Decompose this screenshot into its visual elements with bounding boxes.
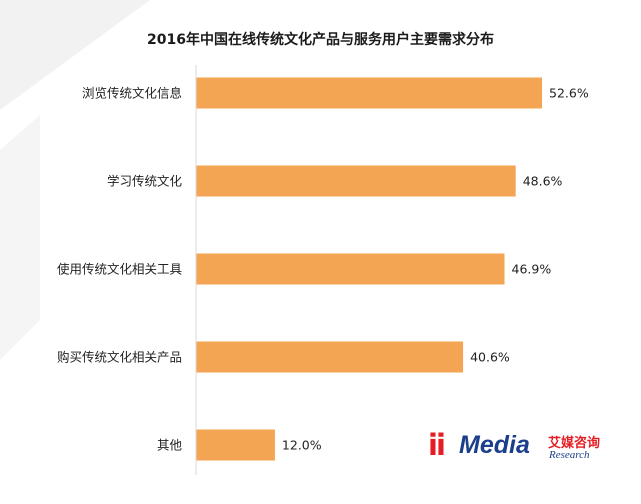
value-label: 52.6% (549, 86, 589, 101)
category-label: 使用传统文化相关工具 (57, 262, 183, 277)
logo-chinese-name: 艾媒咨询 (548, 436, 601, 451)
chart-title: 2016年中国在线传统文化产品与服务用户主要需求分布 (147, 32, 494, 48)
imedia-logo: ii Media 艾媒咨询 Research (420, 428, 620, 468)
logo-brand: Media (459, 431, 530, 459)
logo-english-name: Research (549, 449, 590, 461)
bar (196, 429, 275, 461)
category-label: 其他 (157, 438, 183, 453)
bar (196, 341, 464, 373)
category-label: 浏览传统文化信息 (82, 86, 182, 101)
value-label: 12.0% (282, 438, 322, 453)
bar (196, 253, 505, 285)
category-label: 购买传统文化相关产品 (57, 350, 182, 365)
category-label: 学习传统文化 (107, 174, 183, 189)
value-label: 48.6% (523, 174, 563, 189)
value-label: 46.9% (512, 262, 552, 277)
value-label: 40.6% (470, 350, 510, 365)
logo-mark: ii (428, 428, 446, 462)
bar (196, 77, 542, 109)
bar (196, 165, 516, 197)
